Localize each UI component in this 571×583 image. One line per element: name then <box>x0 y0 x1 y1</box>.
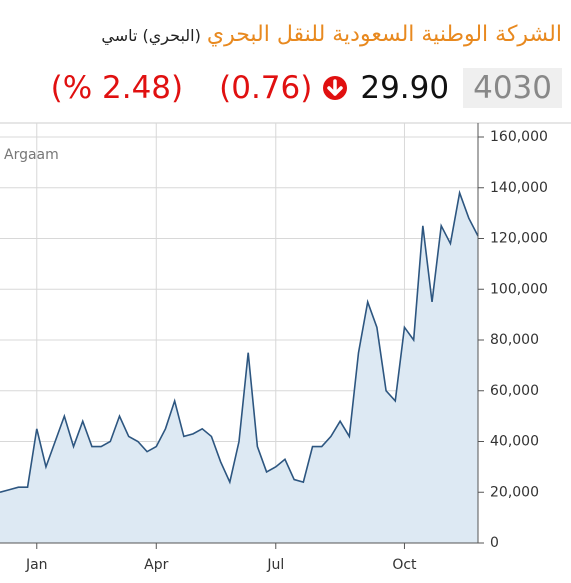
y-tick-label: 0 <box>490 535 499 551</box>
price-line <box>0 189 479 494</box>
y-tick-label: 160,000 <box>490 129 548 145</box>
chart: Argaam 0 20,000 40,000 60,000 80,000 100,000 1… <box>0 122 571 573</box>
symbol: 4030 <box>463 68 562 108</box>
source-label: Argaam <box>4 147 59 163</box>
price: 29.90 <box>360 70 450 106</box>
x-tick-label: Jul <box>266 557 284 573</box>
title-row: الشركة الوطنية السعودية للنقل البحري (ال… <box>101 22 562 47</box>
y-tick-label: 40,000 <box>490 434 539 450</box>
y-tick-label: 60,000 <box>490 383 539 399</box>
y-tick-label: 140,000 <box>490 180 548 196</box>
x-tick-label: Apr <box>144 557 168 573</box>
y-tick-label: 100,000 <box>490 281 548 297</box>
short-name: (البحري) تاسي <box>101 26 201 45</box>
y-tick-label: 80,000 <box>490 332 539 348</box>
x-tick-label: Jan <box>25 557 48 573</box>
x-tick-label: Oct <box>392 557 417 573</box>
y-tick-label: 120,000 <box>490 231 548 247</box>
company-name: الشركة الوطنية السعودية للنقل البحري <box>206 22 562 47</box>
y-tick-label: 20,000 <box>490 484 539 500</box>
down-arrow-icon <box>323 76 348 100</box>
change-percent: (% 2.48) <box>50 70 184 106</box>
area-fill <box>0 192 478 543</box>
change: (0.76) <box>219 70 313 106</box>
quote-row: 4030 29.90 (0.76) (% 2.48) <box>30 68 562 108</box>
